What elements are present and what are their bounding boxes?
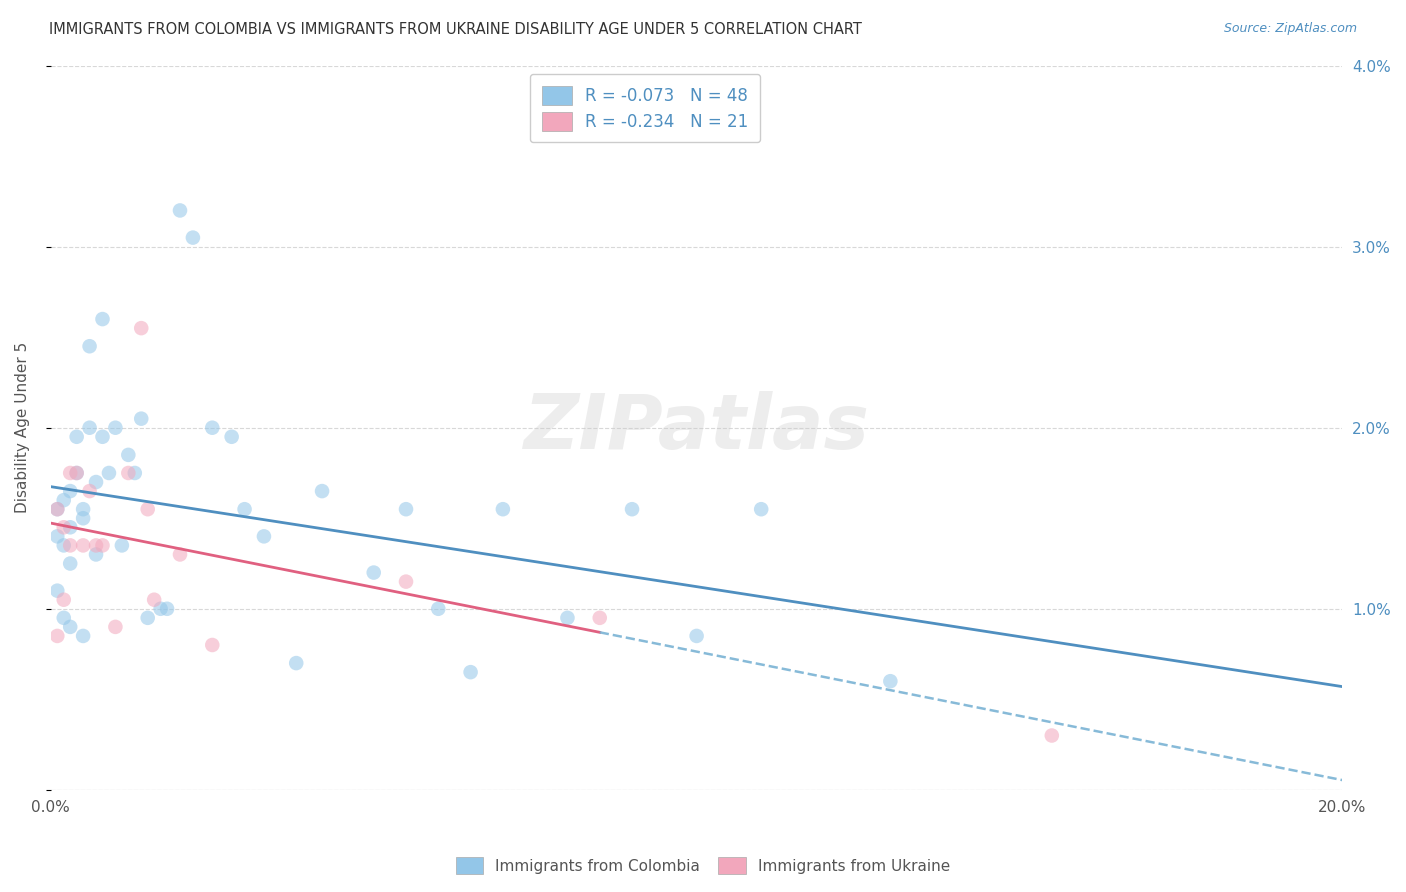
Point [589,611,612,625]
Point [46,529,69,543]
Point [91,538,114,552]
Point [104,620,127,634]
Point [84,475,107,489]
Point [685,629,707,643]
Point [59,538,82,552]
Text: ZIPatlas: ZIPatlas [523,391,870,465]
Point [136,611,159,625]
Point [46,502,69,516]
Point [52,538,75,552]
Point [749,502,772,516]
Point [97,466,120,480]
Point [143,592,166,607]
Point [1040,729,1063,743]
Point [363,566,385,580]
Point [79,484,101,499]
Point [72,502,94,516]
Point [311,484,333,499]
Point [59,620,82,634]
Point [149,601,172,615]
Point [253,529,276,543]
Point [181,230,204,244]
Y-axis label: Disability Age Under 5: Disability Age Under 5 [15,343,30,513]
Legend: R = -0.073   N = 48, R = -0.234   N = 21: R = -0.073 N = 48, R = -0.234 N = 21 [530,74,759,143]
Point [129,321,152,335]
Point [59,484,82,499]
Point [557,611,579,625]
Point [66,466,89,480]
Point [129,411,152,425]
Point [46,629,69,643]
Point [427,601,450,615]
Point [169,203,191,218]
Point [46,502,69,516]
Point [124,466,146,480]
Point [72,511,94,525]
Point [879,674,901,689]
Point [169,548,191,562]
Point [136,502,159,516]
Point [72,629,94,643]
Point [59,466,82,480]
Point [52,493,75,508]
Point [621,502,644,516]
Point [59,520,82,534]
Text: IMMIGRANTS FROM COLOMBIA VS IMMIGRANTS FROM UKRAINE DISABILITY AGE UNDER 5 CORRE: IMMIGRANTS FROM COLOMBIA VS IMMIGRANTS F… [49,22,862,37]
Point [72,538,94,552]
Point [79,421,101,435]
Point [104,421,127,435]
Point [111,538,134,552]
Point [201,638,224,652]
Point [233,502,256,516]
Point [66,466,89,480]
Point [79,339,101,353]
Point [84,538,107,552]
Point [117,448,139,462]
Legend: Immigrants from Colombia, Immigrants from Ukraine: Immigrants from Colombia, Immigrants fro… [450,851,956,880]
Point [492,502,515,516]
Point [66,430,89,444]
Point [285,656,308,670]
Point [201,421,224,435]
Point [221,430,243,444]
Point [52,520,75,534]
Point [156,601,179,615]
Point [52,611,75,625]
Text: Source: ZipAtlas.com: Source: ZipAtlas.com [1223,22,1357,36]
Point [117,466,139,480]
Point [395,574,418,589]
Point [91,430,114,444]
Point [91,312,114,326]
Point [46,583,69,598]
Point [59,557,82,571]
Point [52,592,75,607]
Point [84,548,107,562]
Point [460,665,482,680]
Point [395,502,418,516]
